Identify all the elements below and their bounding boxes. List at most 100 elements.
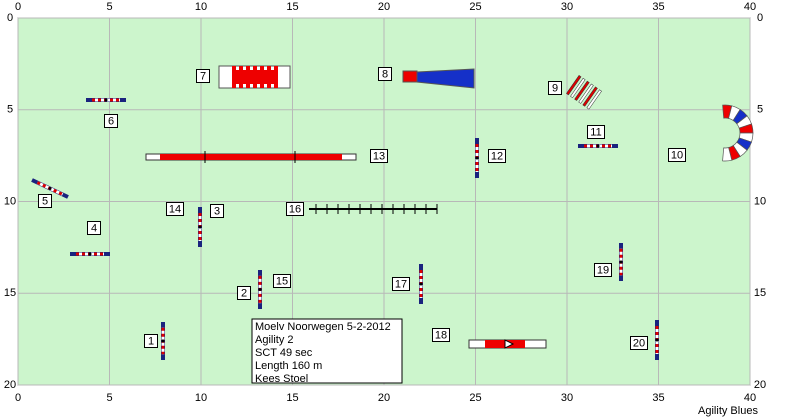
number-box xyxy=(104,114,118,128)
number-box xyxy=(210,204,224,218)
x-tick-label: 30 xyxy=(561,1,573,13)
y-tick-label: 0 xyxy=(757,12,763,24)
jump xyxy=(31,178,69,199)
obstacle-number: 6 xyxy=(108,115,114,127)
info-box xyxy=(251,318,403,384)
obstacle-number: 18 xyxy=(435,329,447,341)
ladder-rung xyxy=(566,75,582,96)
jump-center xyxy=(48,187,52,190)
number-box xyxy=(432,328,450,342)
ladder-rung xyxy=(582,86,598,107)
number-box xyxy=(587,125,605,139)
obstacle-number: 16 xyxy=(289,203,301,215)
seesaw-pivot xyxy=(504,339,515,349)
jump xyxy=(161,322,165,360)
x-tick-label: 10 xyxy=(195,392,207,404)
obstacle-number: 13 xyxy=(373,150,385,162)
info-line: Agility 2 xyxy=(255,334,294,346)
jump xyxy=(70,252,110,256)
dogwalk-board xyxy=(160,154,342,160)
y-tick-label: 10 xyxy=(754,195,766,207)
number-box xyxy=(488,149,506,163)
jump xyxy=(578,144,618,148)
number-box xyxy=(196,69,210,83)
obstacle-number: 19 xyxy=(597,264,609,276)
tunnel-segment xyxy=(722,147,733,162)
number-box xyxy=(237,286,251,300)
x-tick-label: 0 xyxy=(15,392,21,404)
y-tick-label: 15 xyxy=(4,287,16,299)
jump xyxy=(419,264,423,304)
jump-center xyxy=(88,252,92,256)
y-tick-label: 5 xyxy=(7,104,13,116)
x-tick-label: 20 xyxy=(378,1,390,13)
obstacle-number: 14 xyxy=(169,203,181,215)
jump xyxy=(258,270,262,309)
x-tick-label: 0 xyxy=(15,1,21,13)
y-tick-label: 15 xyxy=(754,287,766,299)
obstacle-number: 12 xyxy=(491,150,503,162)
wall-stripe xyxy=(232,70,278,84)
obstacle-number: 1 xyxy=(148,335,154,347)
x-tick-label: 15 xyxy=(286,1,298,13)
jump xyxy=(619,243,623,281)
obstacle-number: 11 xyxy=(590,126,601,138)
obstacle-number: 9 xyxy=(552,82,558,94)
x-tick-label: 40 xyxy=(744,392,756,404)
number-box xyxy=(594,263,612,277)
obstacle-number: 17 xyxy=(395,278,407,290)
number-box xyxy=(38,194,52,208)
ladder-rung xyxy=(574,80,590,101)
info-line: SCT 49 sec xyxy=(255,347,313,359)
footer: Agility Blues xyxy=(698,405,758,417)
ladder-rung xyxy=(570,77,586,99)
info-line: Kees Stoel xyxy=(255,373,308,385)
jump-center xyxy=(104,98,108,102)
obstacle-number: 5 xyxy=(42,195,48,207)
y-tick-label: 10 xyxy=(4,195,16,207)
tunnel-mouth xyxy=(402,70,418,83)
number-box xyxy=(166,202,184,216)
y-tick-label: 5 xyxy=(757,104,763,116)
x-tick-label: 20 xyxy=(378,392,390,404)
obstacle-number: 15 xyxy=(276,275,288,287)
number-box xyxy=(392,277,410,291)
obstacle-number: 4 xyxy=(91,222,97,234)
ladder-rung xyxy=(586,89,602,110)
x-tick-label: 15 xyxy=(286,392,298,404)
y-tick-label: 0 xyxy=(7,12,13,24)
jump xyxy=(475,138,479,178)
ladder xyxy=(566,75,602,110)
x-tick-label: 40 xyxy=(744,1,756,13)
y-tick-label: 20 xyxy=(4,379,16,391)
jump xyxy=(198,207,202,247)
number-box xyxy=(630,336,648,350)
ladder-rung xyxy=(578,83,594,104)
jump-center xyxy=(596,144,600,148)
obstacle-number: 7 xyxy=(200,70,206,82)
x-tick-label: 35 xyxy=(652,392,664,404)
number-box xyxy=(370,149,388,163)
y-tick-label: 20 xyxy=(754,379,766,391)
number-box xyxy=(548,81,562,95)
x-tick-label: 25 xyxy=(469,392,481,404)
obstacle-number: 8 xyxy=(382,68,388,80)
info-line: Moelv Noorwegen 5-2-2012 xyxy=(255,321,391,333)
number-box xyxy=(144,334,158,348)
jump-center xyxy=(258,288,262,291)
obstacle-number: 2 xyxy=(241,287,247,299)
number-box xyxy=(87,221,101,235)
x-tick-label: 30 xyxy=(561,392,573,404)
tunnel xyxy=(416,68,475,89)
number-box xyxy=(668,148,686,162)
obstacle-number: 10 xyxy=(671,149,683,161)
number-box xyxy=(378,67,392,81)
obstacle-number: 20 xyxy=(633,337,645,349)
number-box xyxy=(273,274,291,288)
x-tick-label: 5 xyxy=(106,1,112,13)
obstacle-number: 3 xyxy=(214,205,220,217)
info-line: Length 160 m xyxy=(255,360,322,372)
jump xyxy=(86,98,126,102)
